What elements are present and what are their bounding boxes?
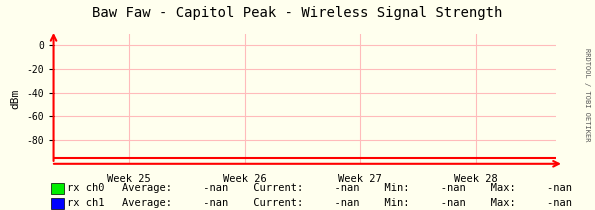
- Text: Week 28: Week 28: [454, 174, 498, 184]
- Text: rx ch0: rx ch0: [67, 183, 105, 193]
- Text: rx ch1: rx ch1: [67, 198, 105, 208]
- Text: Average:     -nan    Current:     -nan    Min:     -nan    Max:     -nan: Average: -nan Current: -nan Min: -nan Ma…: [122, 183, 572, 193]
- Text: Week 25: Week 25: [107, 174, 151, 184]
- Text: Baw Faw - Capitol Peak - Wireless Signal Strength: Baw Faw - Capitol Peak - Wireless Signal…: [92, 6, 503, 20]
- Text: Average:     -nan    Current:     -nan    Min:     -nan    Max:     -nan: Average: -nan Current: -nan Min: -nan Ma…: [122, 198, 572, 208]
- Text: Week 26: Week 26: [223, 174, 267, 184]
- Y-axis label: dBm: dBm: [11, 89, 21, 109]
- Text: Week 27: Week 27: [339, 174, 382, 184]
- Text: RRDTOOL / TOBI OETIKER: RRDTOOL / TOBI OETIKER: [584, 48, 590, 141]
